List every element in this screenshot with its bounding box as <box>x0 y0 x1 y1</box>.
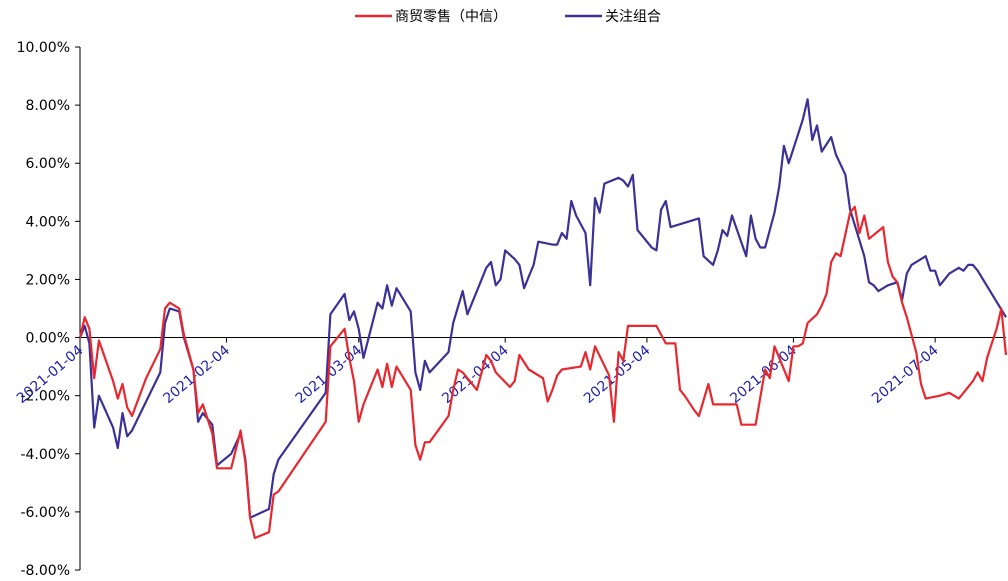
y-tick-label: -4.00% <box>20 447 70 463</box>
legend: 商贸零售（中信） 关注组合 <box>355 9 661 25</box>
y-tick-label: -2.00% <box>20 389 70 405</box>
series-line-portfolio <box>78 98 1007 519</box>
series-layer <box>78 98 1008 540</box>
legend-label-portfolio: 关注组合 <box>605 9 661 25</box>
y-tick-label: 8.00% <box>26 98 70 114</box>
y-tick-label: 0.00% <box>26 331 70 347</box>
y-tick-label: -8.00% <box>20 563 70 579</box>
y-tick-label: 6.00% <box>26 156 70 172</box>
series-line-retail <box>78 205 1008 540</box>
y-tick-label: 10.00% <box>17 40 70 56</box>
legend-label-retail: 商贸零售（中信） <box>395 9 507 25</box>
y-tick-label: -6.00% <box>20 505 70 521</box>
y-tick-label: 4.00% <box>26 214 70 230</box>
y-tick-label: 2.00% <box>26 272 70 288</box>
y-axis: 10.00% 8.00% 6.00% 4.00% 2.00% 0.00% -2.00% -4.… <box>17 40 81 579</box>
x-tick-label: 2021-04-04 <box>439 342 512 407</box>
